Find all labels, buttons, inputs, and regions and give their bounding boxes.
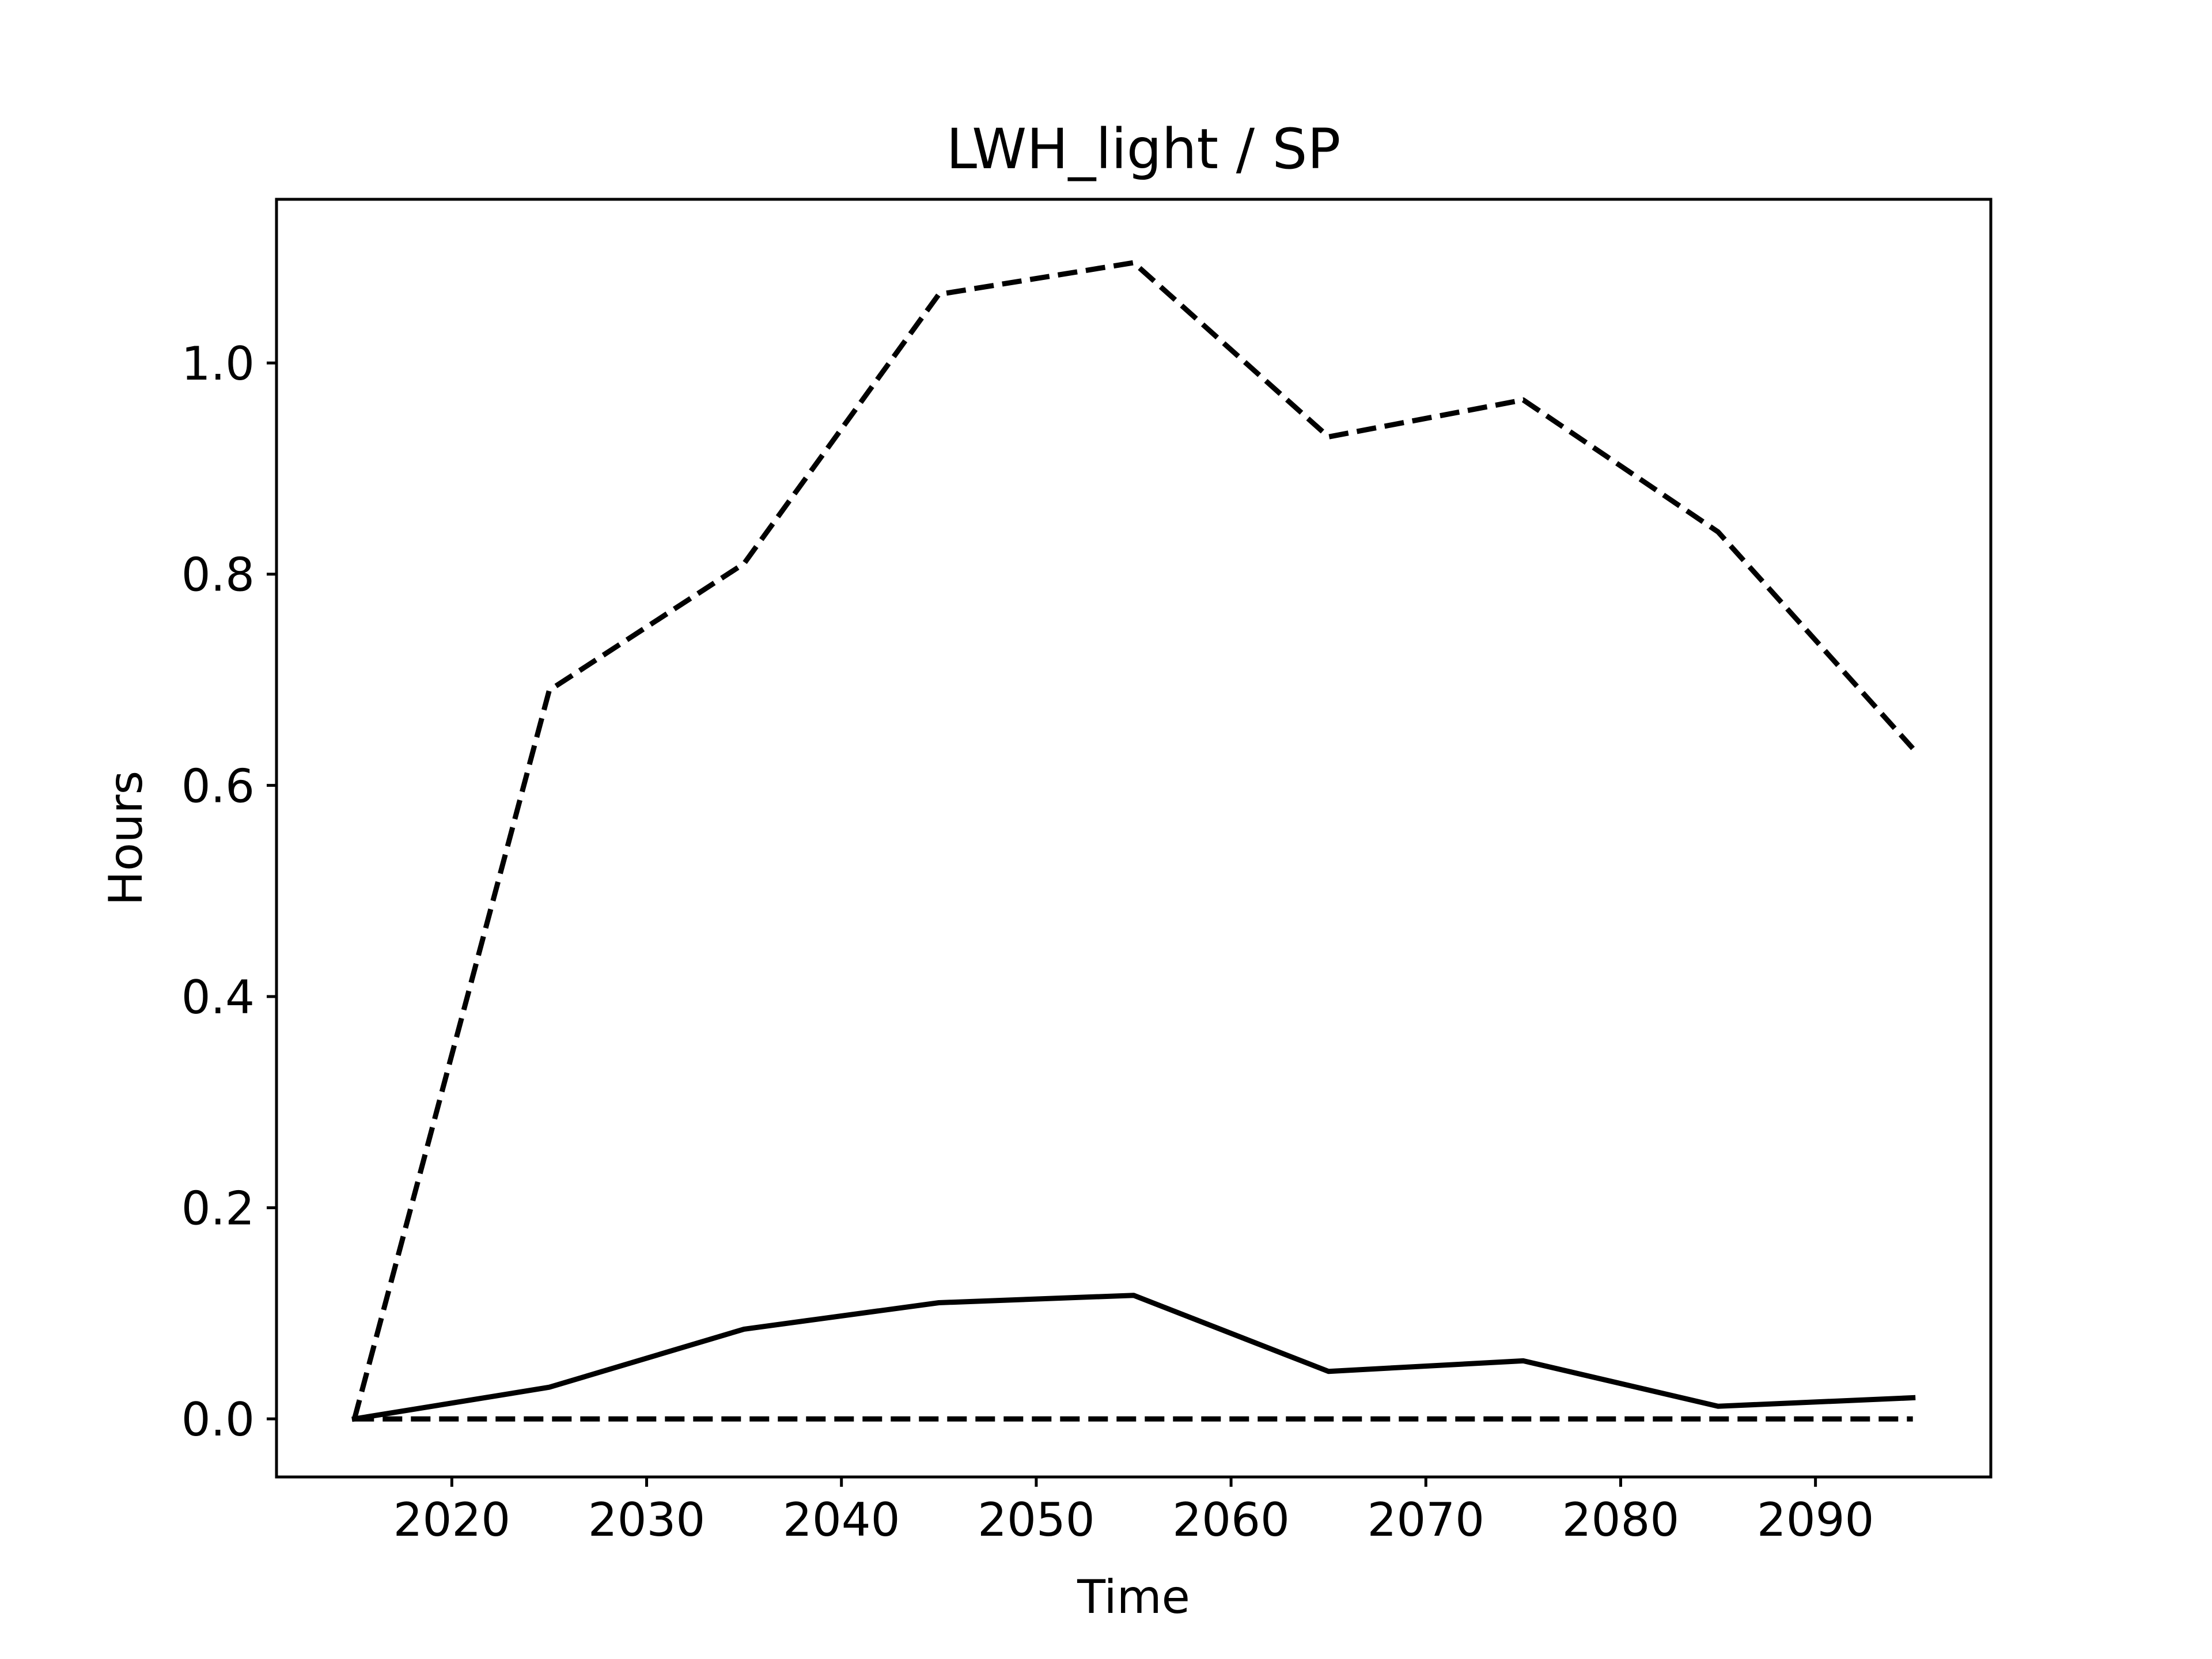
x-tick-label: 2050 <box>978 1493 1095 1547</box>
y-tick-label: 0.6 <box>181 759 255 813</box>
y-tick-label: 0.2 <box>181 1182 255 1236</box>
chart-title: LWH_light / SP <box>946 117 1341 181</box>
y-tick-label: 0.8 <box>181 548 255 602</box>
series-line-1-solid <box>351 1293 1916 1422</box>
x-tick-label: 2060 <box>1172 1493 1290 1547</box>
series-line-2-dashed <box>351 260 1915 1420</box>
y-tick-label: 1.0 <box>181 337 255 391</box>
x-tick-label: 2040 <box>783 1493 900 1547</box>
x-tick-label: 2030 <box>588 1493 706 1547</box>
x-tick-label: 2080 <box>1562 1493 1680 1547</box>
y-tick-label: 0.4 <box>181 971 255 1024</box>
y-tick-label: 0.0 <box>181 1393 255 1446</box>
y-axis: 0.0 0.2 0.4 0.6 0.8 1.0 <box>181 337 276 1446</box>
x-axis-label: Time <box>1077 1570 1190 1624</box>
y-axis-label: Hours <box>99 771 153 906</box>
x-axis: 2020 2030 2040 2050 2060 2070 2080 2090 <box>393 1477 1874 1547</box>
x-tick-label: 2090 <box>1757 1493 1874 1547</box>
plot-frame <box>275 198 1993 1479</box>
x-tick-label: 2070 <box>1367 1493 1484 1547</box>
series-layer <box>351 260 1916 1422</box>
x-tick-label: 2020 <box>393 1493 511 1547</box>
